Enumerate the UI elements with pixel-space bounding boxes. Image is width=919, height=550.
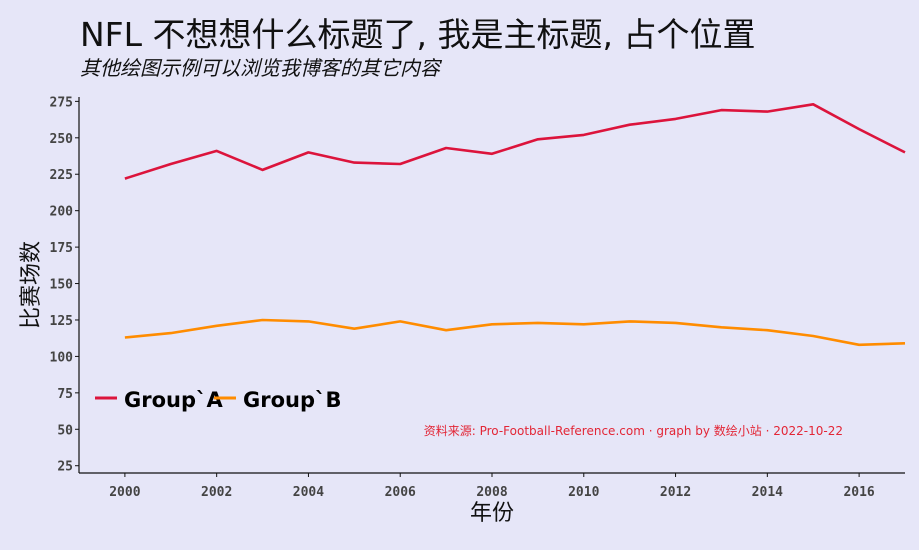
y-tick-label: 125: [50, 314, 73, 329]
y-tick-label: 200: [50, 205, 74, 220]
y-ticks: 25 50 75 100 125 150 175 200 225 250 275: [50, 95, 79, 475]
chart-subtitle: 其他绘图示例可以浏览我博客的其它内容: [80, 56, 440, 80]
x-ticks: 2000 2002 2004 2006 2008 2010 2012 2014 2016: [109, 473, 875, 500]
legend: Group`A Group`B: [95, 388, 342, 412]
series-line-group-b: [124, 318, 906, 347]
y-tick-label: 225: [50, 168, 73, 183]
x-tick-label: 2016: [843, 485, 874, 500]
y-tick-label: 150: [50, 278, 74, 293]
y-tick-label: 250: [50, 132, 74, 147]
y-tick-label: 50: [57, 423, 73, 438]
x-tick-label: 2014: [752, 485, 783, 500]
y-tick-label: 175: [50, 241, 73, 256]
x-tick-label: 2010: [568, 485, 599, 500]
series-line-group-a: [124, 103, 906, 180]
y-tick-label: 75: [57, 387, 73, 402]
legend-label-group-a: Group`A: [124, 388, 224, 412]
x-tick-label: 2000: [109, 485, 140, 500]
x-tick-label: 2012: [660, 485, 691, 500]
y-tick-label: 275: [50, 95, 73, 110]
x-tick-label: 2008: [476, 485, 507, 500]
legend-label-group-b: Group`B: [243, 388, 342, 412]
x-axis-title: 年份: [470, 501, 514, 526]
caption: 资料来源: Pro-Football-Reference.com · graph…: [424, 423, 843, 438]
y-tick-label: 100: [50, 350, 74, 365]
x-tick-label: 2004: [293, 485, 324, 500]
chart-title: NFL 不想想什么标题了, 我是主标题, 占个位置: [80, 15, 756, 54]
y-tick-label: 25: [57, 460, 73, 475]
x-tick-label: 2006: [385, 485, 416, 500]
series-lines: [124, 103, 906, 347]
y-axis-title: 比赛场数: [19, 241, 44, 329]
x-tick-label: 2002: [201, 485, 232, 500]
